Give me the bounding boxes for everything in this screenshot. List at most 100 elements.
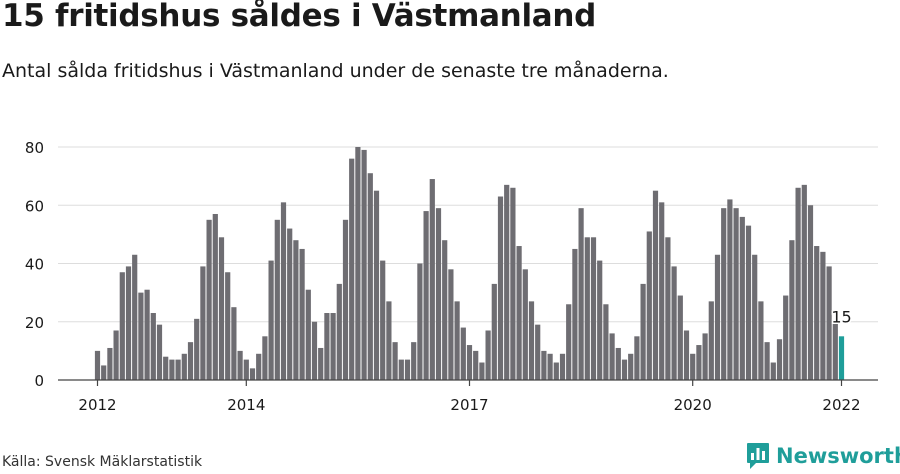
bar: [305, 289, 311, 380]
source-note: Källa: Svensk Mäklarstatistik: [2, 454, 203, 470]
bar: [324, 313, 330, 380]
bar: [659, 202, 665, 380]
bar: [714, 254, 721, 380]
bar: [776, 339, 783, 380]
bar: [795, 187, 801, 380]
bar: [826, 266, 832, 380]
bar: [578, 208, 584, 380]
bar: [628, 353, 634, 380]
bar: [125, 266, 132, 380]
bar: [113, 330, 119, 380]
chart-title: 15 fritidshus såldes i Västmanland: [2, 0, 597, 34]
bar: [274, 219, 280, 380]
bar: [311, 321, 318, 380]
bar: [497, 196, 504, 380]
bar: [665, 237, 671, 380]
bar: [603, 304, 609, 380]
bar: [702, 333, 708, 380]
bar: [541, 350, 547, 381]
bar: [429, 179, 435, 380]
bar: [373, 190, 380, 380]
y-tick-label: 20: [25, 314, 44, 332]
bar: [150, 313, 156, 380]
bar: [417, 263, 423, 380]
bar: [194, 318, 200, 380]
bar: [473, 350, 479, 381]
y-tick-label: 0: [34, 372, 44, 390]
bar: [733, 208, 739, 380]
bar: [355, 147, 361, 380]
bar: [404, 359, 411, 380]
bar: [572, 248, 578, 380]
bar: [758, 301, 764, 380]
bar: [318, 347, 324, 380]
bar: [708, 301, 714, 380]
bar: [479, 362, 485, 380]
bar: [411, 342, 417, 380]
bar: [609, 333, 615, 380]
bar: [590, 237, 597, 380]
bar: [801, 184, 807, 380]
bar: [231, 307, 237, 380]
bar: [727, 199, 733, 380]
bar: [584, 237, 590, 380]
bar: [466, 345, 473, 380]
bar: [367, 173, 373, 380]
bar: [553, 362, 559, 380]
x-tick-label: 2020: [674, 396, 712, 414]
bar: [739, 216, 745, 380]
bar: [435, 208, 442, 380]
newsworthy-logo-icon: [747, 443, 769, 469]
bar: [516, 246, 522, 380]
bar: [745, 225, 752, 380]
bar: [181, 353, 187, 380]
brand-name: Newsworthy: [776, 444, 900, 468]
bar: [770, 362, 776, 380]
bar: [361, 149, 367, 380]
bar: [646, 231, 652, 380]
bar: [293, 240, 299, 380]
bar: [597, 260, 603, 380]
bar: [504, 184, 510, 380]
bar: [175, 359, 181, 380]
bar: [138, 292, 144, 381]
chart-axes: [58, 379, 878, 386]
bar: [814, 246, 820, 380]
bar: [218, 237, 225, 380]
bar: [442, 240, 448, 380]
bar: [690, 353, 696, 380]
chart-subtitle: Antal sålda fritidshus i Västmanland und…: [2, 60, 669, 82]
bar: [225, 272, 231, 380]
bar: [448, 269, 454, 380]
bar: [832, 321, 838, 380]
bar: [671, 266, 677, 380]
bar: [547, 353, 553, 380]
bar: [752, 254, 758, 380]
bar: [615, 347, 621, 380]
bar: [621, 359, 628, 380]
y-tick-label: 40: [25, 256, 44, 274]
bar: [249, 368, 256, 380]
bar: [634, 336, 640, 380]
bar: [652, 190, 659, 380]
bar: [299, 248, 305, 380]
bar: [510, 187, 516, 380]
chart-labels: 0 20 40 60 80 2012 2014 2017 2020 2022 15: [25, 139, 861, 414]
data-label-latest: 15: [831, 307, 851, 326]
bar: [349, 158, 355, 380]
bar: [528, 301, 535, 380]
bar: [336, 283, 342, 380]
bar: [119, 272, 125, 380]
bar: [392, 342, 398, 380]
bar: [491, 283, 497, 380]
x-tick-label: 2014: [227, 396, 265, 414]
bar: [820, 251, 826, 380]
bar: [783, 295, 789, 380]
bar: [107, 347, 113, 380]
bar: [789, 240, 795, 380]
chart-bars: [94, 147, 845, 381]
bar: [485, 330, 491, 380]
x-tick-label: 2012: [78, 396, 116, 414]
bar: [144, 289, 150, 380]
